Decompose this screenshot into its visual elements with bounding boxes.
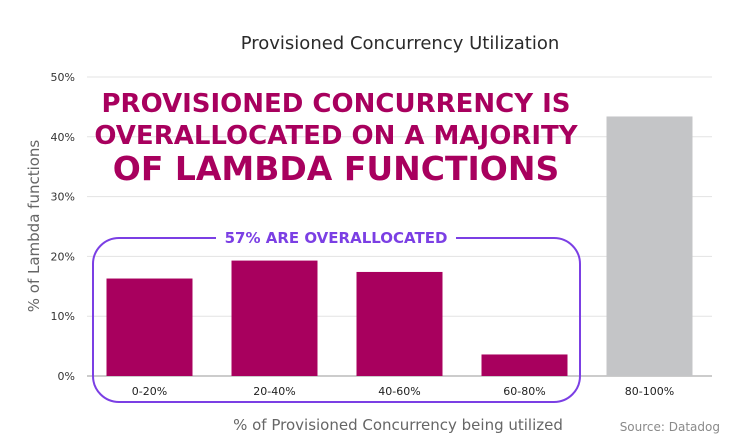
x-tick-label: 60-80% [503,385,545,398]
headline-line-3: OF LAMBDA FUNCTIONS [113,149,559,188]
x-tick-labels: 0-20% 20-40% 40-60% 60-80% 80-100% [132,385,674,398]
chart-title: Provisioned Concurrency Utilization [241,33,560,54]
source-note: Source: Datadog [620,420,720,434]
headline-line-1: PROVISIONED CONCURRENCY IS [102,89,571,119]
y-tick-label: 10% [51,310,75,323]
callout-label: 57% ARE OVERALLOCATED [225,229,448,247]
x-tick-label: 20-40% [253,385,295,398]
y-tick-label: 40% [51,131,75,144]
x-tick-label: 80-100% [625,385,674,398]
x-axis-label: % of Provisioned Concurrency being utili… [233,416,563,434]
bar-80-100pct [606,116,693,376]
headline-line-2: OVERALLOCATED ON A MAJORITY [94,121,578,151]
y-tick-label: 50% [51,71,75,84]
y-tick-label: 0% [58,370,75,383]
y-tick-label: 30% [51,191,75,204]
bar-40-60pct [356,271,443,376]
bar-20-40pct [231,260,318,376]
y-tick-labels: 0% 10% 20% 30% 40% 50% [51,71,75,383]
bar-0-20pct [106,278,193,376]
y-axis-label: % of Lambda functions [25,140,43,313]
callout-label-mask [216,228,456,248]
bars [106,116,693,376]
bar-60-80pct [481,354,568,376]
x-tick-label: 40-60% [378,385,420,398]
x-tick-label: 0-20% [132,385,167,398]
y-tick-label: 20% [51,250,75,263]
